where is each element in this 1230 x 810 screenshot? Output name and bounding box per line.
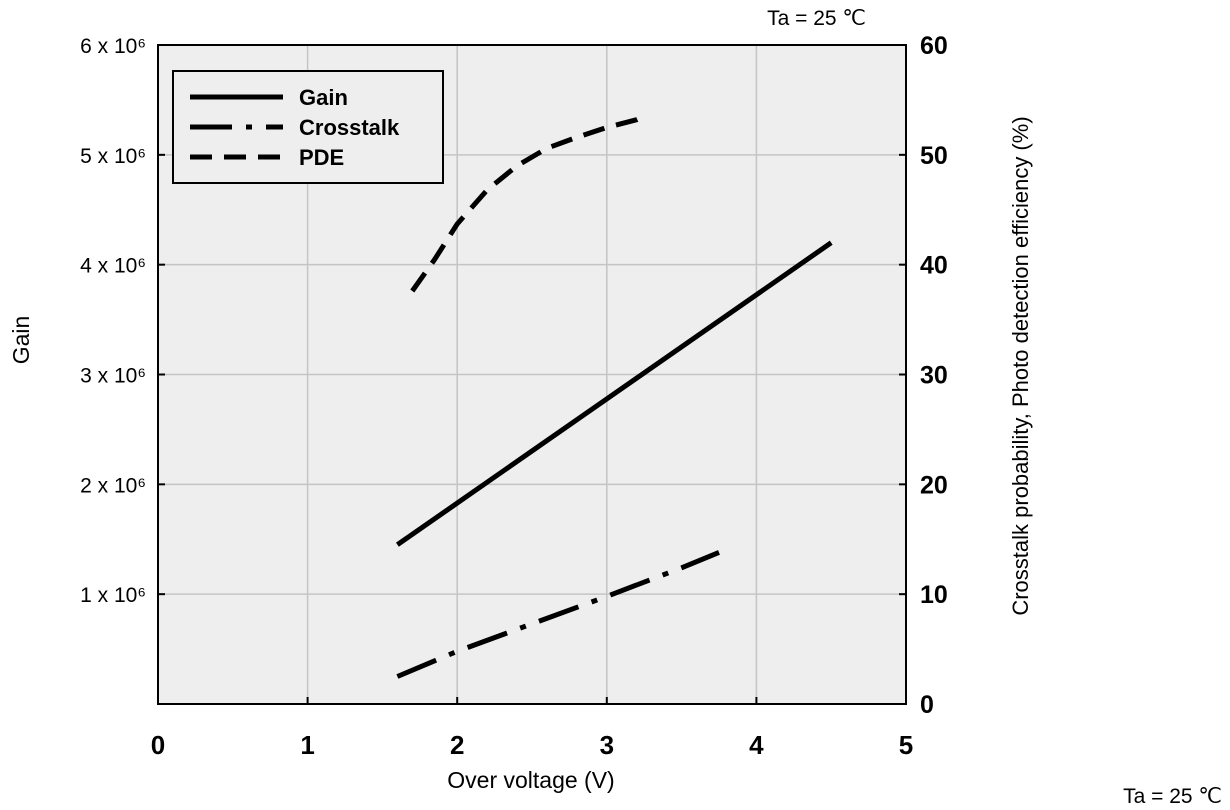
x-tick-label: 3	[600, 730, 614, 760]
y-left-tick-label: 3 x 10⁶	[80, 365, 146, 388]
series-line-crosstalk	[396, 550, 720, 679]
legend: Gain Crosstalk PDE	[172, 70, 444, 184]
y-right-axis-label: Crosstalk probability, Photo detection e…	[1008, 116, 1033, 615]
series-layer	[395, 114, 833, 679]
x-tick-label: 2	[450, 730, 464, 760]
x-tick-label: 4	[749, 730, 764, 760]
legend-label-gain: Gain	[299, 85, 348, 110]
series-line-pde	[410, 114, 646, 293]
y-right-tick-label: 10	[920, 581, 948, 609]
legend-label-crosstalk: Crosstalk	[299, 115, 400, 140]
y-left-axis-label: Gain	[8, 316, 34, 365]
y-left-tick-label: 1 x 10⁶	[80, 584, 146, 607]
y-left-tick-labels: 1 x 10⁶ 2 x 10⁶ 3 x 10⁶ 4 x 10⁶ 5 x 10⁶ 6 x 1…	[80, 35, 165, 607]
y-right-tick-label: 40	[920, 252, 948, 280]
y-left-tick-label: 5 x 10⁶	[80, 145, 146, 168]
x-tick-labels: 0 1 2 3 4 5	[151, 697, 913, 760]
legend-label-pde: PDE	[299, 145, 344, 170]
temperature-annotation-top: Ta = 25 ℃	[767, 7, 866, 30]
y-right-tick-labels: 0 10 20 30 40 50 60	[899, 32, 948, 719]
y-right-tick-label: 0	[920, 691, 934, 719]
series-line-gain	[395, 240, 833, 547]
y-right-tick-label: 20	[920, 471, 948, 499]
y-left-tick-label: 2 x 10⁶	[80, 474, 146, 497]
x-tick-label: 1	[300, 730, 314, 760]
y-left-tick-label: 6 x 10⁶	[80, 35, 146, 58]
y-right-tick-label: 30	[920, 362, 948, 390]
x-tick-label: 0	[151, 730, 165, 760]
temperature-annotation-bottom: Ta = 25 ℃	[1123, 785, 1222, 808]
x-tick-label: 5	[899, 730, 913, 760]
y-right-tick-label: 60	[920, 32, 948, 60]
x-axis-label: Over voltage (V)	[447, 767, 614, 793]
y-right-tick-label: 50	[920, 142, 948, 170]
y-left-tick-label: 4 x 10⁶	[80, 255, 146, 278]
